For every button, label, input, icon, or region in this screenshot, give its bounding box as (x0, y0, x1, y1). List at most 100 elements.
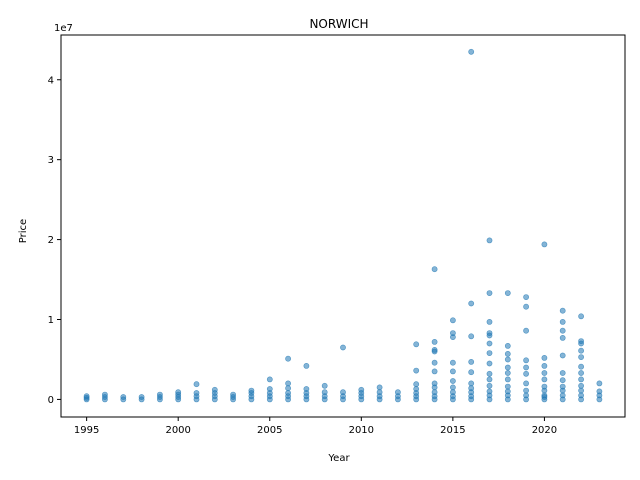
data-point (468, 333, 475, 340)
x-tick-label: 2020 (532, 425, 557, 436)
data-point (413, 381, 420, 388)
data-point (559, 327, 566, 334)
data-point (431, 368, 438, 375)
data-point (303, 386, 310, 392)
data-point (413, 386, 420, 392)
data-point (523, 303, 529, 310)
data-point (578, 370, 584, 376)
data-point (578, 363, 584, 370)
data-point (83, 393, 90, 400)
data-point (578, 338, 584, 344)
data-point (431, 380, 438, 387)
data-point (578, 392, 584, 399)
data-point (266, 376, 273, 383)
y-axis-ticks: 0 1 2 3 4 (48, 75, 61, 406)
data-point (486, 318, 493, 325)
data-point (523, 387, 529, 394)
data-point (413, 367, 420, 374)
data-point (449, 368, 456, 375)
data-point (523, 392, 529, 399)
data-point (596, 380, 603, 387)
data-point (559, 383, 566, 390)
data-point (486, 350, 493, 356)
data-point (486, 388, 493, 395)
data-point (431, 266, 438, 273)
data-point (431, 359, 438, 366)
data-point (120, 394, 127, 400)
data-point (504, 290, 511, 296)
data-point (248, 387, 255, 394)
data-point (559, 377, 566, 384)
data-point (541, 354, 548, 361)
data-point (523, 327, 529, 334)
data-point (541, 370, 548, 376)
x-tick-label: 2010 (349, 425, 374, 436)
data-point (175, 389, 182, 396)
y-axis-label: Price (18, 219, 29, 243)
y-tick-label: 4 (48, 75, 54, 86)
data-point (230, 391, 236, 398)
data-point (321, 389, 328, 396)
data-point (578, 387, 584, 394)
data-point (285, 355, 291, 362)
x-tick-label: 2015 (440, 425, 465, 436)
data-point (523, 370, 529, 377)
data-point (504, 388, 511, 395)
data-point (559, 392, 566, 399)
data-point (449, 334, 456, 340)
data-point (559, 307, 566, 314)
data-point (376, 389, 383, 396)
data-point (468, 369, 475, 376)
data-point (285, 385, 291, 392)
data-point (486, 376, 493, 383)
data-point (523, 380, 529, 387)
data-point (486, 382, 493, 389)
y-offset-label: 1e7 (54, 23, 73, 34)
data-point (541, 394, 548, 400)
data-point (504, 383, 511, 390)
data-point (193, 381, 200, 388)
data-point (578, 382, 584, 389)
data-point (504, 342, 511, 349)
x-tick-label: 1995 (74, 425, 99, 436)
data-point (303, 362, 310, 369)
data-point (102, 391, 108, 398)
data-point (486, 370, 493, 377)
data-point (559, 318, 566, 325)
data-point (468, 380, 475, 387)
scatter-points (83, 48, 603, 403)
data-point (138, 394, 145, 400)
data-point (523, 364, 529, 371)
y-tick-label: 0 (48, 395, 54, 406)
x-axis-label: Year (327, 453, 350, 464)
data-point (321, 382, 328, 389)
data-point (504, 370, 511, 376)
data-point (523, 357, 529, 364)
x-axis-ticks: 1995 2000 2005 2010 2015 2020 (74, 417, 557, 436)
data-point (504, 376, 511, 383)
data-point (413, 341, 420, 348)
data-point (468, 385, 475, 392)
data-point (340, 389, 346, 396)
data-point (449, 378, 456, 384)
data-point (285, 390, 291, 396)
data-point (266, 386, 273, 392)
data-point (285, 380, 291, 387)
chart-title: NORWICH (309, 17, 368, 31)
data-point (559, 334, 566, 341)
data-point (541, 362, 548, 369)
x-tick-label: 2005 (257, 425, 282, 436)
data-point (523, 294, 529, 300)
plot-frame (60, 34, 626, 418)
y-tick-label: 3 (48, 155, 54, 166)
data-point (541, 376, 548, 383)
data-point (211, 386, 218, 393)
data-point (486, 340, 493, 347)
y-tick-label: 1 (48, 315, 54, 326)
data-point (156, 391, 163, 398)
data-point (559, 370, 566, 376)
y-tick-label: 2 (48, 235, 54, 246)
data-point (449, 384, 456, 391)
